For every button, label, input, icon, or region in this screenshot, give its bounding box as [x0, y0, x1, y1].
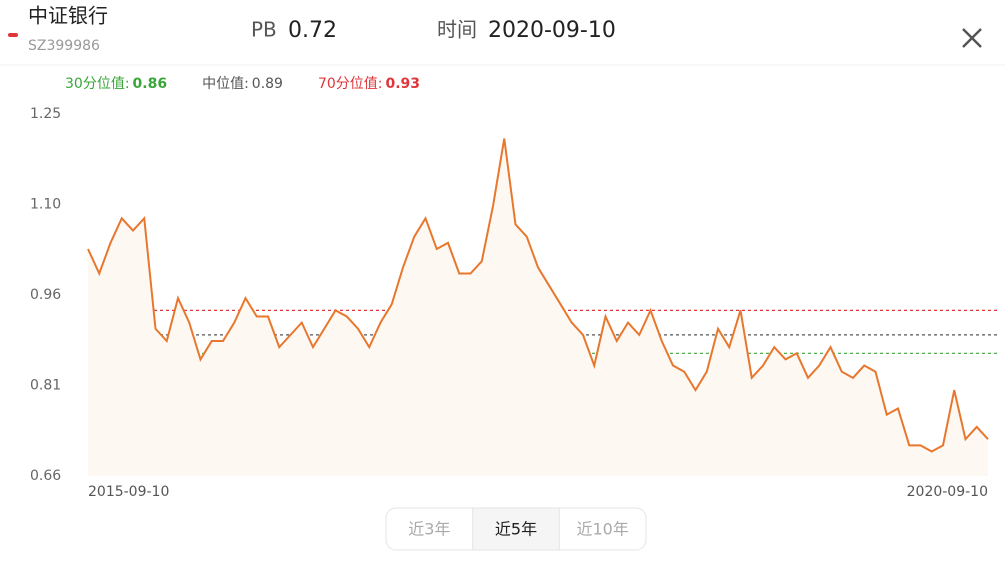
legend-value: 0.93	[386, 76, 421, 92]
indicator	[8, 33, 18, 37]
y-tick-label: 0.96	[30, 287, 61, 303]
title: 中证银行	[28, 4, 108, 28]
legend-value: 0.89	[252, 76, 283, 92]
x-tick-label: 2015-09-10	[88, 484, 169, 500]
area	[88, 138, 988, 477]
legend-value: 0.86	[133, 76, 168, 92]
tab[interactable]: 近10年	[576, 520, 628, 539]
y-tick-label: 1.25	[30, 106, 61, 122]
legend-label: 30分位值:	[65, 76, 130, 92]
y-tick-label: 0.81	[30, 378, 61, 394]
pb-label: PB	[251, 18, 277, 42]
time-value: 2020-09-10	[488, 18, 616, 43]
y-tick-label: 0.66	[30, 468, 61, 484]
tab[interactable]: 近5年	[495, 520, 537, 539]
legend-label: 中位值:	[202, 76, 249, 92]
code: SZ399986	[28, 38, 100, 54]
line	[87, 138, 989, 453]
tab-active-bg	[472, 508, 560, 550]
pb-value: 0.72	[288, 18, 337, 43]
close-button[interactable]	[962, 28, 982, 48]
y-tick-label: 1.10	[30, 197, 61, 213]
x-tick-label: 2020-09-10	[907, 484, 988, 500]
tab-bar: 近3年 近5年 近10年	[385, 507, 647, 551]
time-label: 时间	[437, 18, 477, 42]
tab[interactable]: 近3年	[408, 520, 450, 539]
legend-label: 70分位值:	[318, 76, 383, 92]
